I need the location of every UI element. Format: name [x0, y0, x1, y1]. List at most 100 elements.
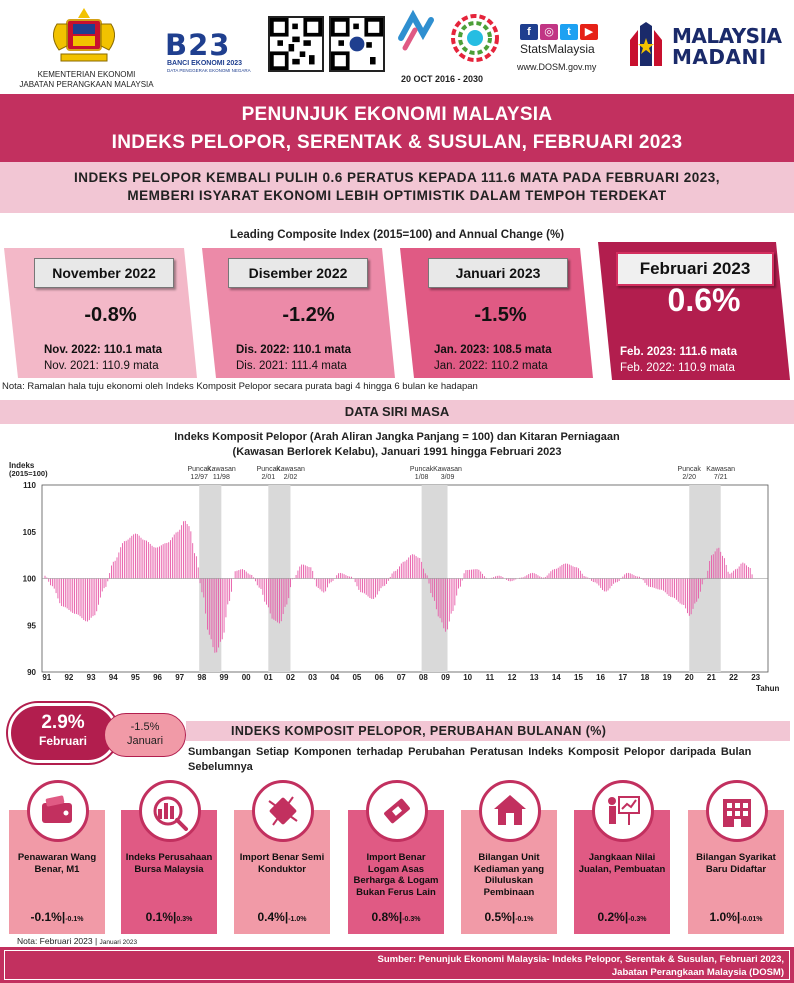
y-axis-label-line2: (2015=100) [9, 469, 48, 478]
component-housing: Bilangan Unit Kediaman yang Diluluskan P… [461, 780, 557, 934]
component-feb: 1.0% [709, 910, 737, 924]
chart-title-line2: (Kawasan Berlorek Kelabu), Januari 1991 … [232, 446, 562, 458]
x-tick-label: 91 [42, 673, 51, 682]
component-feb: -0.1% [30, 910, 62, 924]
header: KEMENTERIAN EKONOMI JABATAN PERANGKAAN M… [0, 0, 794, 94]
census-logo: B23 BANCI EKONOMI 2023 DATA PENGGERAK EK… [165, 28, 263, 76]
component-name: Indeks Perusahaan Bursa Malaysia [125, 852, 213, 875]
headline-line2: MEMBERI ISYARAT EKONOMI LEBIH OPTIMISTIK… [127, 188, 667, 203]
recession-label-date: 2/01 [261, 474, 275, 481]
recession-label: Puncak [257, 466, 281, 473]
youtube-icon[interactable]: ▶ [580, 24, 598, 40]
census-subtitle: BANCI EKONOMI 2023 [167, 60, 243, 67]
component-feb: 0.4% [257, 910, 285, 924]
sdg-date: 20 OCT 2016 - 2030 [401, 74, 484, 84]
card-percent: 0.6% [667, 282, 741, 318]
component-value: 0.4%|-1.0% [257, 910, 307, 924]
component-name: Bilangan Syarikat Baru Didaftar [696, 852, 776, 875]
card-disember-2022: Disember 2022 -1.2% Dis. 2022: 110.1 mat… [202, 244, 395, 382]
component-value: 1.0%|-0.01% [709, 910, 763, 924]
component-icon-ring [27, 780, 89, 842]
component-feb: 0.2% [597, 910, 625, 924]
x-tick-label: 12 [508, 673, 517, 682]
section-title-time-series: DATA SIRI MASA [0, 400, 794, 424]
feb-change-value: 2.9% [41, 712, 85, 733]
component-value: 0.1%|0.3% [145, 910, 193, 924]
note-feb: Nota: Februari 2023 [17, 936, 93, 946]
recession-label: Puncak [678, 466, 702, 473]
forecast-note: Nota: Ramalan hala tuju ekonomi oleh Ind… [2, 381, 478, 392]
recession-label: Puncak [410, 466, 434, 473]
x-tick-label: 18 [640, 673, 649, 682]
metal-bar-icon [384, 798, 410, 824]
title-line1: PENUNJUK EKONOMI MALAYSIA [241, 104, 553, 125]
source-text: Sumber: Penunjuk Ekonomi Malaysia- Indek… [377, 953, 784, 979]
x-tick-label: 19 [663, 673, 672, 682]
qr-code-facebook-icon[interactable] [329, 16, 385, 72]
twitter-icon[interactable]: t [560, 24, 578, 40]
title-line2: INDEKS PELOPOR, SERENTAK & SUSULAN, FEBR… [111, 132, 683, 153]
component-icon-ring [706, 780, 768, 842]
component-icon-ring [592, 780, 654, 842]
recession-label-date: 2/20 [682, 474, 696, 481]
x-tick-label: 14 [552, 673, 561, 682]
source-line2: Jabatan Perangkaan Malaysia (DOSM) [611, 967, 784, 978]
brand-line2: MADANI [672, 45, 767, 69]
x-tick-label: 10 [463, 673, 472, 682]
qr-code-icon[interactable] [268, 16, 324, 72]
source-footer: Sumber: Penunjuk Ekonomi Malaysia- Indek… [0, 947, 794, 983]
x-tick-label: 05 [352, 673, 361, 682]
x-tick-label: 04 [330, 673, 339, 682]
building-icon [723, 799, 751, 827]
component-m1: Penawaran Wang Benar, M1 -0.1%|-0.1% [9, 780, 105, 934]
x-tick-label: 01 [264, 673, 273, 682]
card-current: Jan. 2023: 108.5 mata [434, 344, 552, 356]
x-tick-label: 95 [131, 673, 140, 682]
component-value: -0.1%|-0.1% [30, 910, 84, 924]
component-jan: -0.01% [740, 916, 763, 923]
recession-label-date: 11/98 [213, 474, 230, 481]
component-name: Import Benar Logam Asas Berharga & Logam… [353, 852, 439, 898]
card-label: November 2022 [34, 258, 174, 288]
brand-line1: MALAYSIA [672, 24, 782, 48]
x-tick-label: 07 [397, 673, 406, 682]
component-jan: -1.0% [288, 916, 307, 923]
source-frame [4, 950, 790, 980]
card-januari-2023: Januari 2023 -1.5% Jan. 2023: 108.5 mata… [400, 244, 593, 382]
component-name: Import Benar Semi Konduktor [239, 852, 325, 875]
x-tick-label: 92 [64, 673, 73, 682]
facebook-icon[interactable]: f [520, 24, 538, 40]
source-line1: Sumber: Penunjuk Ekonomi Malaysia- Indek… [377, 954, 784, 965]
card-percent: -1.2% [282, 304, 335, 326]
chart-title: Indeks Komposit Pelopor (Arah Aliran Jan… [0, 430, 794, 460]
contribution-text: Sumbangan Setiap Komponen terhadap Perub… [188, 746, 752, 773]
x-tick-label: 22 [729, 673, 738, 682]
recession-label: Kawasan [207, 466, 236, 473]
component-icon-ring [479, 780, 541, 842]
feb-change-label: Februari [38, 734, 87, 748]
recession-label-date: 3/09 [441, 474, 455, 481]
website-link[interactable]: www.DOSM.gov.my [517, 62, 597, 72]
lci-title: Leading Composite Index (2015=100) and A… [229, 229, 565, 241]
y-tick-label: 105 [23, 528, 37, 537]
card-februari-2023: Februari 2023 0.6% Feb. 2023: 111.6 mata… [598, 238, 790, 383]
card-label: Disember 2022 [228, 258, 368, 288]
y-tick-label: 110 [23, 481, 36, 490]
card-current: Nov. 2022: 110.1 mata [44, 344, 163, 356]
component-manufacturing: Jangkaan Nilai Jualan, Pembuatan 0.2%|-0… [574, 780, 670, 934]
component-feb: 0.8% [371, 910, 399, 924]
component-value: 0.2%|-0.3% [597, 910, 647, 924]
x-tick-label: 02 [286, 673, 295, 682]
y-axis-label-line1: Indeks [9, 461, 35, 470]
instagram-icon[interactable]: ◎ [540, 24, 558, 40]
headline: INDEKS PELOPOR KEMBALI PULIH 0.6 PERATUS… [0, 162, 794, 213]
monthly-change-title: INDEKS KOMPOSIT PELOPOR, PERUBAHAN BULAN… [186, 721, 790, 741]
coat-of-arms-icon [53, 8, 115, 62]
component-jan: -0.1% [515, 916, 534, 923]
component-jan: -0.3% [628, 916, 647, 923]
component-value: 0.5%|-0.1% [484, 910, 534, 924]
component-semiconductor: Import Benar Semi Konduktor 0.4%|-1.0% [234, 780, 330, 934]
x-tick-label: 99 [220, 673, 229, 682]
madani-logo-icon [630, 22, 662, 66]
card-current: Feb. 2023: 111.6 mata [620, 346, 737, 358]
